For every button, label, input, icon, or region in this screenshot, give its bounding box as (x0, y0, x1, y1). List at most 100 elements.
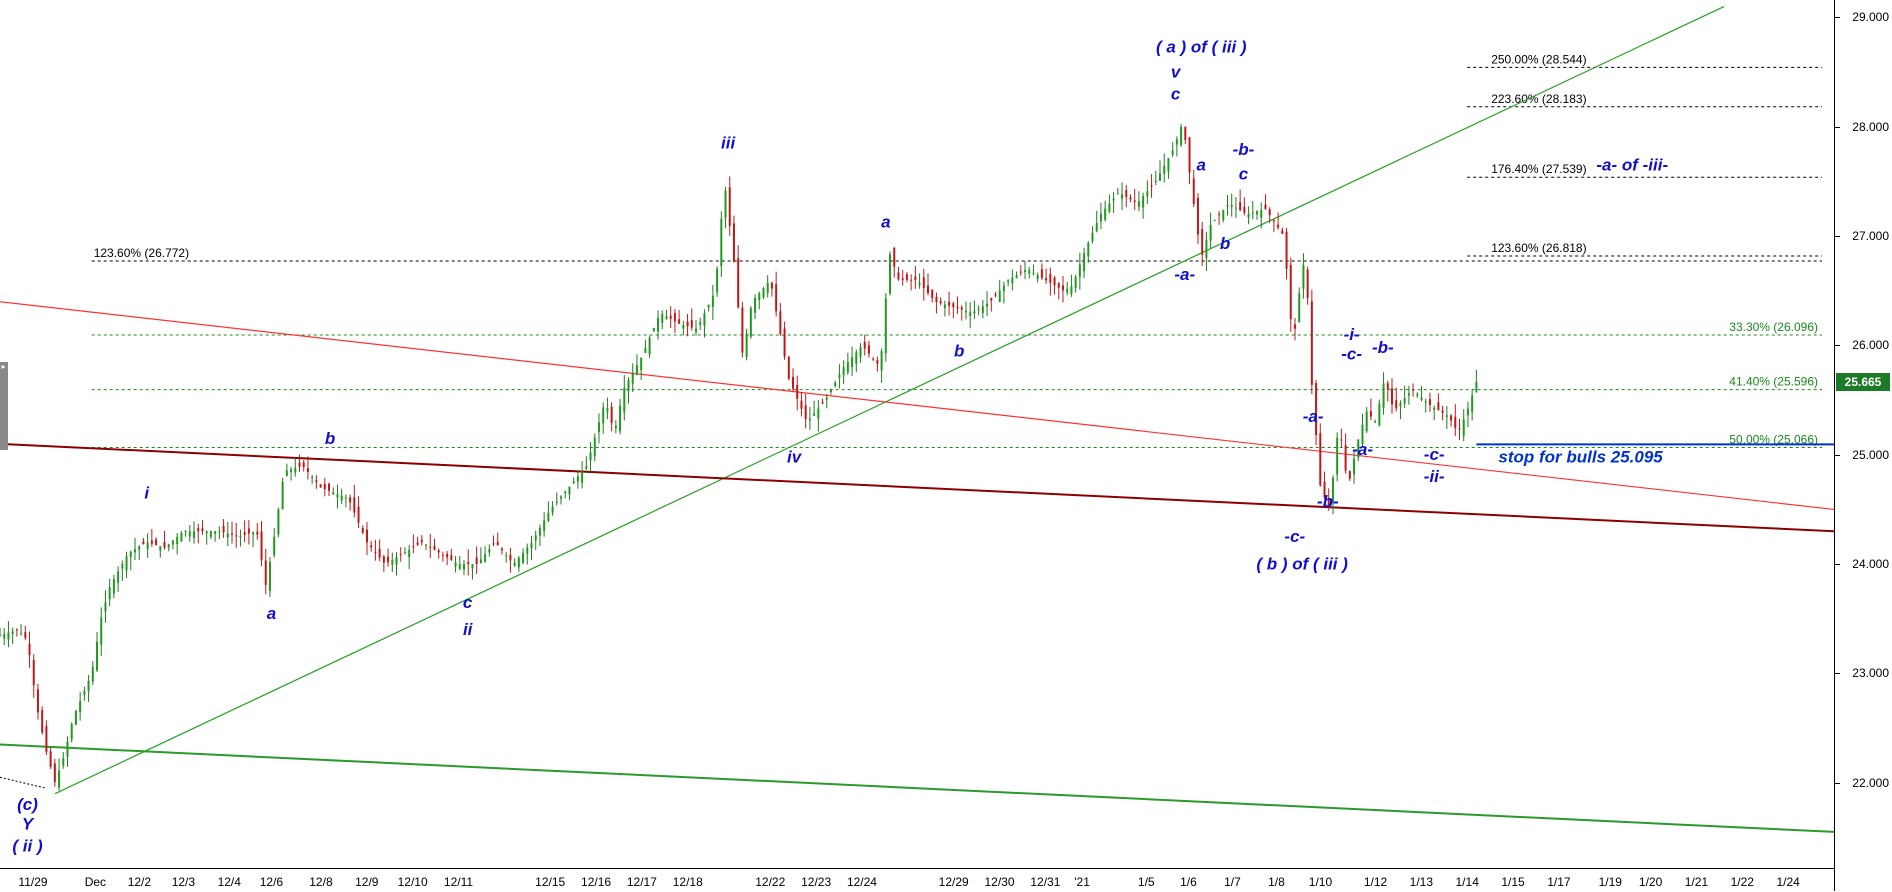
candle-body (1045, 278, 1048, 281)
candle-body (589, 452, 592, 461)
fib-level-label: 123.60% (26.772) (94, 246, 189, 260)
stop-line-label: stop for bulls 25.095 (1498, 447, 1663, 466)
candle-body (1407, 393, 1410, 396)
candle-body (1424, 401, 1427, 403)
candle-body (32, 660, 35, 686)
candle-body (492, 543, 495, 545)
candle-body (1053, 277, 1056, 286)
candle-body (184, 531, 187, 533)
candle-body (328, 483, 331, 491)
x-tick-label: 1/8 (1268, 875, 1285, 889)
wave-label: -ii- (1424, 467, 1445, 486)
candle-body (1420, 397, 1423, 400)
candle-body (682, 325, 685, 329)
candle-body (450, 555, 453, 560)
collapsed-side-tab[interactable]: ▸ (0, 362, 8, 450)
candle-body (1061, 285, 1064, 291)
candle-body (129, 551, 132, 558)
y-tick-label: 27.000 (1852, 229, 1889, 244)
candle-body (1374, 421, 1377, 423)
candle-body (484, 554, 487, 562)
candle-body (678, 319, 681, 324)
candle-body (349, 497, 352, 503)
candle-body (176, 536, 179, 545)
wave-connector (0, 776, 46, 789)
candle-body (884, 298, 887, 354)
candle-body (1277, 224, 1280, 228)
candle-body (133, 549, 136, 553)
candle-body (724, 190, 727, 218)
candle-body (1289, 264, 1292, 320)
candle-body (155, 539, 158, 546)
candle-body (1226, 204, 1229, 207)
candle-body (910, 279, 913, 281)
wave-label: a (881, 212, 890, 231)
candle-body (1450, 415, 1453, 421)
price-chart[interactable]: 123.60% (26.772) 250.00% (28.544) 223.60% … (0, 0, 1835, 868)
candle-body (458, 564, 461, 569)
wave-label: -a- (1303, 407, 1324, 426)
candle-body (374, 551, 377, 553)
candle-body (121, 563, 124, 569)
candle-body (1391, 388, 1394, 405)
x-tick-label: 1/20 (1638, 875, 1663, 889)
candle-body (1180, 126, 1183, 146)
price-axis[interactable]: 22.000 23.000 24.000 25.000 26.000 27.000 28.0… (1834, 0, 1892, 891)
candle-body (125, 556, 128, 571)
candle-body (399, 554, 402, 556)
candle-body (150, 540, 153, 544)
time-axis[interactable]: 11/29 Dec 12/2 12/3 12/4 12/6 12/8 12/9 12/10 12/… (0, 868, 1834, 892)
chart-area[interactable]: 123.60% (26.772) 250.00% (28.544) 223.60% … (0, 0, 1835, 868)
candle-body (943, 304, 946, 309)
candle-body (1475, 382, 1478, 392)
candle-body (513, 562, 516, 566)
candle-body (530, 542, 533, 549)
candle-body (1184, 126, 1187, 140)
candle-body (981, 306, 984, 314)
x-tick-label: 12/15 (535, 875, 566, 889)
x-tick-label: 12/6 (259, 875, 284, 889)
candle-body (1125, 190, 1128, 197)
y-tick-mark (1835, 782, 1840, 784)
candle-body (1336, 437, 1339, 475)
candle-body (534, 535, 537, 541)
candle-body (741, 307, 744, 353)
y-tick-label: 26.000 (1852, 338, 1889, 353)
candle-body (1230, 205, 1233, 207)
candle-body (1036, 275, 1039, 279)
y-tick-mark (1835, 236, 1840, 238)
candle-body (1327, 498, 1330, 508)
candle-body (408, 549, 411, 557)
candle-body (1188, 137, 1191, 173)
x-tick-label: 12/18 (672, 875, 703, 889)
candle-body (167, 544, 170, 548)
wave-label: (c) (17, 795, 38, 814)
x-tick-label: 1/17 (1547, 875, 1571, 889)
candle-body (429, 546, 432, 548)
candle-body (1112, 198, 1115, 201)
candle-body (690, 320, 693, 328)
candle-body (403, 552, 406, 554)
candle-body (247, 528, 250, 534)
candle-body (1070, 286, 1073, 294)
y-tick-mark (1835, 673, 1840, 675)
candle-body (766, 282, 769, 294)
candle-body (1428, 399, 1431, 406)
candle-body (652, 327, 655, 332)
candle-body (585, 466, 588, 469)
x-tick-label: 12/10 (397, 875, 428, 889)
candle-body (471, 564, 474, 569)
candle-body (610, 406, 613, 424)
wave-label: -b- (1372, 338, 1394, 357)
candle-body (1243, 206, 1246, 213)
candle-body (728, 187, 731, 226)
candle-body (7, 632, 10, 640)
candle-body (762, 287, 765, 298)
candle-body (855, 352, 858, 364)
candle-body (24, 632, 27, 638)
candle-body (665, 316, 668, 320)
candle-body (1344, 445, 1347, 471)
candle-body (268, 561, 271, 591)
candle-body (644, 348, 647, 353)
candle-body (243, 532, 246, 535)
